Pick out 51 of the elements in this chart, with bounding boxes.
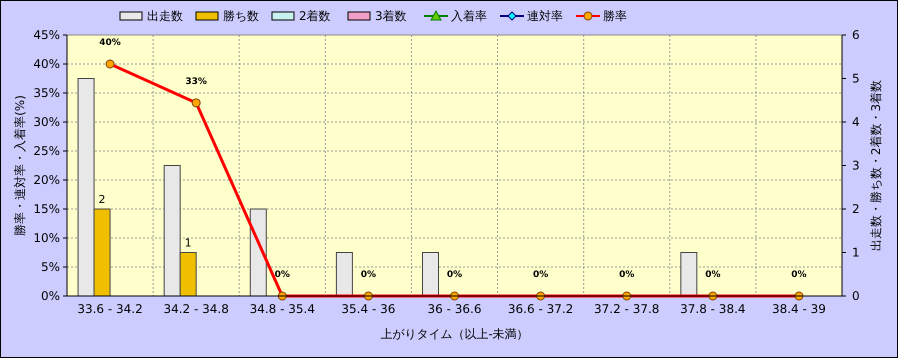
y-tick-label: 10% [33,231,60,245]
y-tick-label: 40% [33,57,60,71]
legend-label: 3着数 [375,9,407,23]
x-axis-title: 上がりタイム（以上-未満） [380,327,529,341]
data-label: 0% [446,270,462,280]
y2-tick-label: 0 [852,289,860,303]
y-tick-label: 5% [40,260,60,274]
bar [336,252,353,296]
x-tick-label: 35.4 - 36 [341,302,396,316]
legend-label: 連対率 [527,9,563,23]
x-tick-label: 37.8 - 38.4 [680,302,746,316]
y2-tick-label: 5 [852,72,860,86]
data-label: 2 [98,193,106,206]
x-tick-label: 34.8 - 35.4 [250,302,315,316]
y-tick-label: 25% [33,144,60,158]
y-tick-label: 15% [33,202,60,216]
x-tick-label: 34.2 - 34.8 [163,302,229,316]
data-label: 0% [791,270,807,280]
bar [250,208,267,296]
data-label: 1 [184,236,192,250]
x-tick-label: 38.4 - 39 [772,302,826,316]
x-tick-label: 36.6 - 37.2 [508,302,574,316]
x-tick-label: 37.2 - 37.8 [594,302,660,316]
y-tick-label: 30% [33,115,60,129]
data-label: 0% [705,270,720,280]
legend-label: 出走数 [147,9,183,23]
y-tick-label: 45% [33,28,60,42]
y2-tick-label: 2 [852,202,860,216]
data-label: 0% [360,270,376,280]
legend-label: 勝ち数 [223,9,259,23]
data-label: 0% [274,270,290,280]
bar [422,252,439,296]
y2-tick-label: 1 [852,246,860,260]
legend-label: 勝率 [603,9,627,23]
data-label: 33% [185,76,207,87]
x-tick-label: 33.6 - 34.2 [77,302,143,316]
data-label: 0% [532,270,548,280]
legend-label: 入着率 [451,9,487,23]
y2-tick-label: 4 [852,115,860,129]
y-tick-label: 20% [33,173,60,187]
y2-tick-label: 3 [852,158,860,172]
x-tick-label: 36 - 36.6 [428,302,482,316]
y-tick-label: 35% [33,86,60,100]
y2-axis-title: 出走数・勝ち数・2着数・3着数 [869,80,883,252]
bar [680,252,698,296]
data-label: 40% [99,38,121,48]
y-axis-title: 勝率・連対率・入着率(%) [13,95,27,236]
legend-label: 2着数 [299,9,331,23]
data-label: 0% [619,270,634,280]
y-tick-label: 0% [40,289,60,303]
y2-tick-label: 6 [852,28,860,42]
